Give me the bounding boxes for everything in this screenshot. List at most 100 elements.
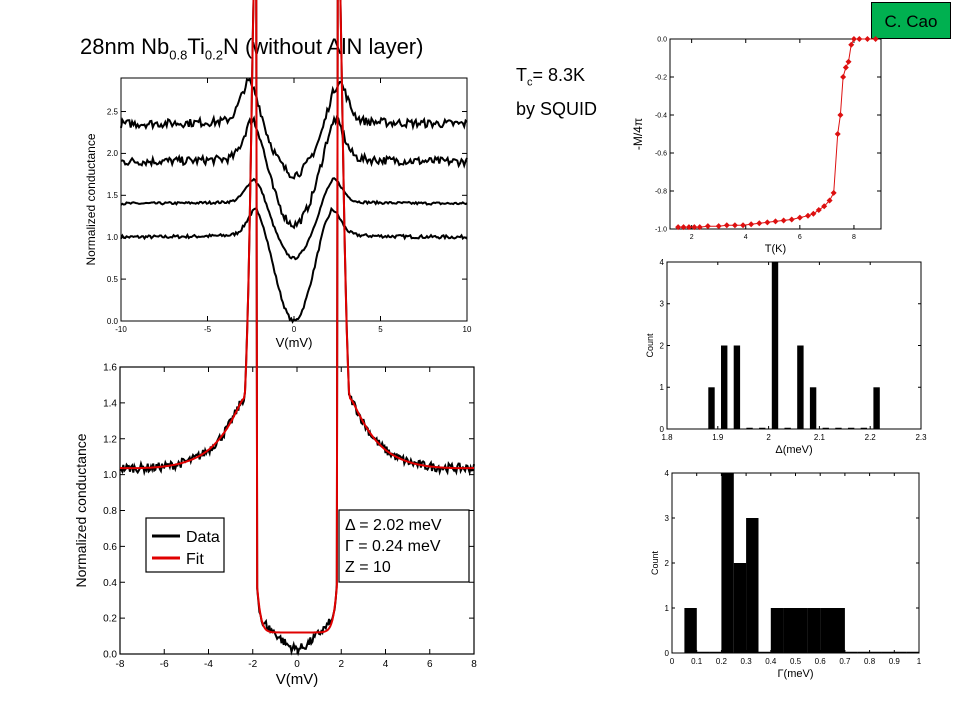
squid-point	[872, 36, 879, 42]
gamma_hist-xtick-label: 1	[917, 657, 922, 666]
delta_hist-bar	[733, 345, 741, 429]
delta_hist-xtick-label: 1.9	[712, 433, 724, 442]
squid-point	[715, 223, 722, 230]
delta_hist-xtick-label: 2.3	[915, 433, 927, 442]
squid-point	[815, 207, 822, 213]
squid-point	[756, 220, 763, 227]
fit-ytick-label: 0.4	[103, 578, 117, 589]
delta_hist-ytick-label: 0	[660, 425, 665, 434]
gamma_hist-ytick-label: 0	[665, 649, 670, 658]
fit-xtick-label: -4	[204, 659, 213, 670]
fit-xlabel: V(mV)	[276, 671, 319, 688]
gamma_hist-xtick-label: 0.7	[839, 657, 851, 666]
fit-annotation-text: Z = 10	[345, 559, 391, 576]
author-badge: C. Cao	[871, 2, 951, 39]
gamma_hist-xtick-label: 0.5	[790, 657, 802, 666]
stack-series-line	[120, 206, 468, 324]
stack-ytick-label: 0.0	[107, 317, 119, 326]
squid-point	[804, 212, 811, 219]
stack-ytick-label: 2.5	[107, 107, 119, 116]
fit-annotation-box	[338, 509, 470, 583]
gamma_hist-xtick-label: 0	[670, 657, 675, 666]
fit-xtick-label: 6	[427, 659, 433, 670]
squid-point	[840, 74, 847, 80]
delta_hist-ytick-label: 2	[660, 341, 665, 350]
fit-legend-label: Data	[186, 529, 220, 546]
tc-label: T	[516, 65, 527, 85]
tc-annotation: Tc= 8.3K by SQUID	[516, 62, 597, 122]
squid-xlabel: T(K)	[765, 243, 786, 255]
squid-point	[810, 210, 817, 217]
squid-point	[826, 197, 833, 204]
squid-point	[675, 224, 682, 231]
squid-xtick-label: 6	[798, 234, 802, 241]
fit-xtick-label: -8	[116, 659, 125, 670]
gamma_hist-xtick-label: 0.4	[765, 657, 777, 666]
squid-point	[856, 36, 863, 42]
stack-series-line	[120, 177, 468, 261]
squid-ytick-label: 0.0	[657, 36, 667, 43]
delta_hist-xtick-label: 2.1	[814, 433, 826, 442]
fit-data-line	[119, 0, 475, 657]
gamma_hist-ytick-label: 3	[665, 514, 670, 523]
delta_hist-xtick-label: 1.8	[661, 433, 673, 442]
stack-ytick-label: 0.5	[107, 275, 119, 284]
stack-xtick-label: 0	[292, 325, 297, 334]
gamma_hist-bar	[770, 608, 784, 653]
title-sub1: 0.8	[169, 47, 188, 63]
fit-legend-box	[145, 517, 225, 573]
squid-point	[680, 224, 687, 231]
squid-ytick-label: -0.4	[655, 112, 667, 119]
fit-xtick-label: -2	[248, 659, 257, 670]
squid-point	[764, 219, 771, 226]
stack-xtick-label: -5	[204, 325, 212, 334]
squid-point	[848, 41, 855, 48]
gamma_hist-ytick-label: 1	[665, 604, 670, 613]
squid-point	[696, 224, 703, 231]
fit-annotation-text: Δ = 2.02 meV	[345, 517, 442, 534]
squid-point	[850, 36, 857, 42]
stack-ytick-label: 1.0	[107, 233, 119, 242]
stack-frame	[120, 77, 468, 322]
delta_hist-bar	[873, 387, 880, 430]
fit-ytick-label: 0.0	[103, 650, 117, 661]
stack-xtick-label: -10	[115, 325, 127, 334]
fit-ytick-label: 1.6	[103, 363, 117, 374]
delta_hist-bar	[771, 262, 779, 429]
stack-ylabel: Normalized conductance	[84, 133, 98, 265]
squid-point	[780, 217, 787, 224]
tc-value: = 8.3K	[532, 65, 586, 85]
squid-frame	[669, 38, 882, 230]
gamma_hist-xtick-label: 0.2	[716, 657, 728, 666]
squid-point	[834, 131, 841, 137]
squid-xtick-label: 8	[852, 234, 856, 241]
squid-xtick-label: 4	[744, 234, 748, 241]
delta_hist-frame	[666, 261, 922, 430]
fit-xtick-label: 4	[383, 659, 389, 670]
fit-ytick-label: 1.0	[103, 470, 117, 481]
squid-point	[830, 189, 837, 196]
stack-ytick-label: 1.5	[107, 191, 119, 200]
squid-point	[704, 223, 711, 230]
squid-point	[845, 58, 852, 65]
gamma_hist-bar	[721, 473, 734, 653]
title-sub2: 0.2	[204, 47, 223, 63]
squid-point	[821, 203, 828, 210]
gamma_hist-xtick-label: 0.8	[864, 657, 876, 666]
fit-ytick-label: 0.2	[103, 614, 117, 625]
squid-point	[864, 36, 871, 42]
gamma_hist-bar	[807, 608, 821, 653]
title-prefix: 28nm Nb	[80, 34, 170, 59]
stack-xlabel: V(mV)	[276, 335, 313, 350]
squid-point	[723, 222, 730, 229]
fit-xtick-label: 8	[471, 659, 477, 670]
gamma_hist-bar	[820, 608, 833, 653]
tc-sub: c	[527, 76, 533, 89]
fit-ylabel: Normalized conductance	[73, 433, 89, 587]
squid-ytick-label: -0.2	[655, 74, 667, 81]
gamma_hist-xtick-label: 0.3	[741, 657, 753, 666]
squid-point	[842, 64, 849, 71]
fit-legend-label: Fit	[186, 551, 204, 568]
delta_hist-ylabel: Count	[645, 333, 655, 358]
fit-xtick-label: -6	[160, 659, 169, 670]
